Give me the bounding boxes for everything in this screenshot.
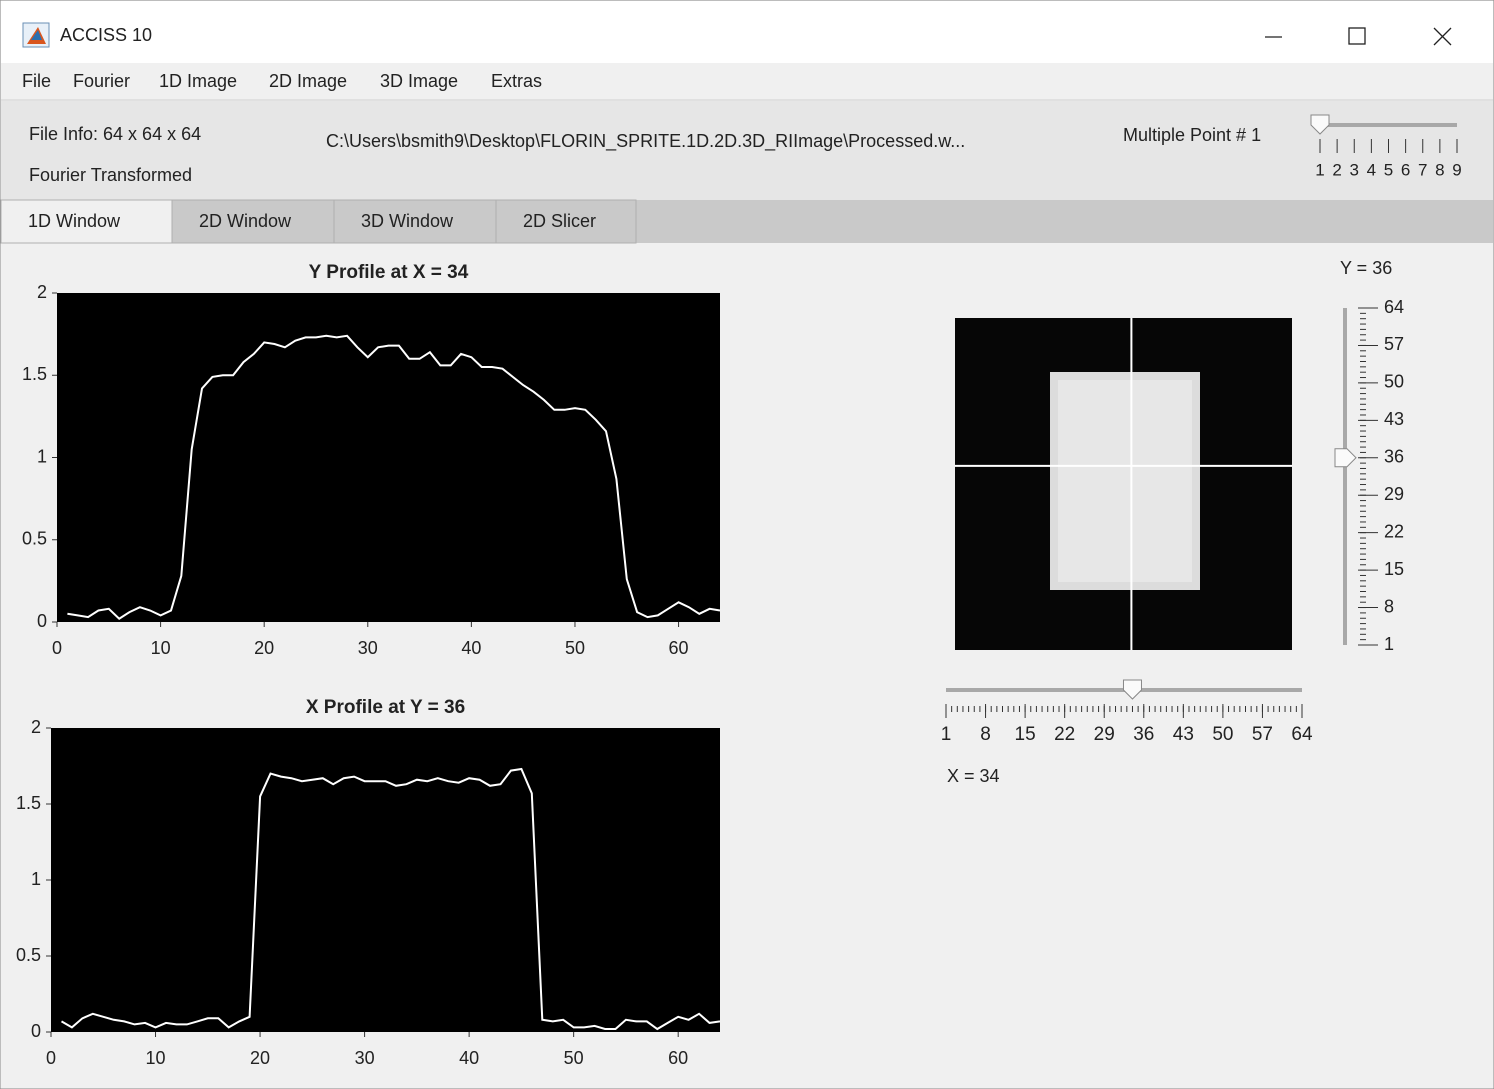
x-tick-label: 10 [146, 1048, 166, 1068]
x-tick-label: 0 [52, 638, 62, 658]
slider-tick-label: 6 [1401, 160, 1410, 179]
slider-tick-label: 1 [1384, 634, 1394, 654]
slider-tick-label: 4 [1367, 160, 1376, 179]
x-tick-label: 60 [668, 1048, 688, 1068]
slider-tick-label: 15 [1015, 724, 1036, 745]
slider-tick-label: 22 [1384, 521, 1404, 541]
tab-label[interactable]: 2D Window [199, 211, 292, 231]
window-title: ACCISS 10 [60, 25, 152, 45]
slider-tick-label: 29 [1094, 724, 1115, 745]
status-text: Fourier Transformed [29, 165, 192, 185]
x-tick-label: 40 [461, 638, 481, 658]
slider-tick-label: 1 [1315, 160, 1324, 179]
file-path: C:\Users\bsmith9\Desktop\FLORIN_SPRITE.1… [326, 131, 965, 152]
slider-tick-label: 43 [1173, 724, 1194, 745]
page: ACCISS 10 File Info: 64 x 64 x 64 Fourie… [0, 0, 1494, 1089]
y-tick-label: 1.5 [16, 793, 41, 813]
y-tick-label: 2 [37, 282, 47, 302]
y-tick-label: 0 [31, 1021, 41, 1041]
slider-track[interactable] [1343, 308, 1347, 645]
slider-tick-label: 5 [1384, 160, 1393, 179]
y-tick-label: 0 [37, 611, 47, 631]
y-tick-label: 1 [37, 446, 47, 466]
x-tick-label: 10 [151, 638, 171, 658]
x-tick-label: 20 [250, 1048, 270, 1068]
app-window: ACCISS 10 File Info: 64 x 64 x 64 Fourie… [0, 0, 1494, 1089]
slider-tick-label: 57 [1384, 334, 1404, 354]
menu-item[interactable]: Fourier [73, 71, 130, 91]
slider-tick-label: 22 [1054, 724, 1075, 745]
y-slider-label: Y = 36 [1340, 258, 1392, 278]
tab-label[interactable]: 1D Window [28, 211, 121, 231]
menu-item[interactable]: File [22, 71, 51, 91]
slider-tick-label: 15 [1384, 559, 1404, 579]
slider-tick-label: 2 [1332, 160, 1341, 179]
slider-tick-label: 29 [1384, 484, 1404, 504]
menu-item[interactable]: 1D Image [159, 71, 237, 91]
x-tick-label: 60 [669, 638, 689, 658]
y-tick-label: 1 [31, 869, 41, 889]
chart-title: Y Profile at X = 34 [309, 262, 469, 283]
slider-tick-label: 8 [1435, 160, 1444, 179]
slider-tick-label: 8 [980, 724, 991, 745]
x-tick-label: 0 [46, 1048, 56, 1068]
image-object-core [1058, 380, 1192, 582]
menu-item[interactable]: 2D Image [269, 71, 347, 91]
slider-tick-label: 8 [1384, 596, 1394, 616]
file-info: File Info: 64 x 64 x 64 [29, 124, 201, 144]
slider-tick-label: 3 [1350, 160, 1359, 179]
y-tick-label: 2 [31, 717, 41, 737]
plot-area [51, 728, 720, 1032]
slider-tick-label: 64 [1384, 297, 1404, 317]
app-icon [23, 23, 49, 47]
tab-label[interactable]: 2D Slicer [523, 211, 596, 231]
menu-item[interactable]: Extras [491, 71, 542, 91]
chart-title: X Profile at Y = 36 [306, 697, 465, 718]
x-slider-label: X = 34 [947, 766, 1000, 786]
slider-tick-label: 9 [1452, 160, 1461, 179]
slider-tick-label: 36 [1384, 447, 1404, 467]
slider-tick-label: 57 [1252, 724, 1273, 745]
x-tick-label: 20 [254, 638, 274, 658]
y-tick-label: 0.5 [16, 945, 41, 965]
x-tick-label: 40 [459, 1048, 479, 1068]
x-tick-label: 30 [355, 1048, 375, 1068]
slider-tick-label: 36 [1133, 724, 1154, 745]
x-tick-label: 50 [565, 638, 585, 658]
x-tick-label: 30 [358, 638, 378, 658]
slider-tick-label: 7 [1418, 160, 1427, 179]
plot-area [57, 293, 720, 622]
slider-tick-label: 1 [941, 724, 952, 745]
menu-item[interactable]: 3D Image [380, 71, 458, 91]
x-tick-label: 50 [564, 1048, 584, 1068]
y-tick-label: 1.5 [22, 364, 47, 384]
title-bar [1, 1, 1493, 63]
slider-tick-label: 43 [1384, 409, 1404, 429]
slider-tick-label: 50 [1384, 372, 1404, 392]
multiple-point-label: Multiple Point # 1 [1123, 125, 1261, 145]
tab-label[interactable]: 3D Window [361, 211, 454, 231]
y-tick-label: 0.5 [22, 529, 47, 549]
slider-track[interactable] [1320, 123, 1457, 127]
slider-tick-label: 50 [1212, 724, 1233, 745]
slider-tick-label: 64 [1291, 724, 1313, 745]
